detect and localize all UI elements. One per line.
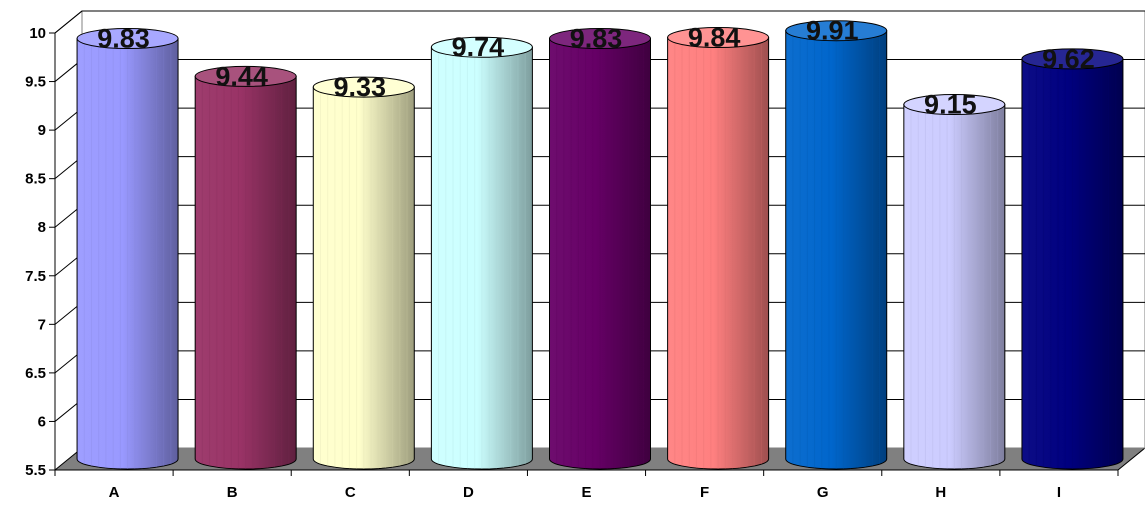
bar-body	[549, 38, 651, 470]
data-labels: 9.83 9.44 9.33 9.74 9.83 9.84 9.91 9.15 9.62	[97, 16, 1094, 120]
data-label: 9.84	[688, 23, 741, 53]
data-label: 9.91	[806, 16, 859, 46]
bar-F	[667, 27, 770, 470]
bar-top	[430, 36, 533, 58]
bar-H	[903, 94, 1006, 470]
bar-top	[194, 65, 297, 87]
bar-top	[312, 76, 415, 98]
data-label: 9.83	[570, 24, 623, 54]
x-tick-label: F	[700, 484, 709, 501]
y-tick-label: 8	[38, 219, 46, 236]
data-label: 9.62	[1042, 44, 1095, 74]
x-tick-label: H	[935, 484, 946, 501]
data-label: 9.33	[333, 72, 386, 102]
bar-top	[903, 94, 1006, 116]
bar-body	[430, 46, 533, 470]
bar-G	[785, 20, 888, 470]
y-tick-label: 7.5	[25, 268, 46, 285]
y-tick-label: 8.5	[25, 171, 46, 188]
x-axis-ticks: A B C D E F G H I	[54, 470, 1119, 501]
bar-body	[1021, 58, 1124, 470]
x-tick-label: B	[227, 484, 238, 501]
bar-E	[549, 28, 651, 470]
bars	[76, 20, 1124, 470]
data-label: 9.74	[452, 32, 505, 62]
data-label: 9.15	[924, 90, 977, 120]
bar-body	[312, 86, 415, 470]
y-tick-label: 6	[38, 413, 46, 430]
bar-body	[76, 38, 179, 470]
y-tick-label: 9.5	[25, 74, 46, 91]
y-axis-depth-line	[54, 10, 83, 34]
bar-top	[785, 20, 888, 42]
y-tick-label: 5.5	[25, 462, 46, 479]
bar-body	[194, 75, 297, 470]
bar-A	[76, 28, 179, 470]
bar-top	[76, 28, 179, 50]
x-tick-label: I	[1057, 484, 1061, 501]
data-label: 9.44	[215, 61, 268, 91]
y-tick-label: 6.5	[25, 365, 46, 382]
y-tick-label: 9	[38, 122, 46, 139]
x-tick-label: D	[463, 484, 474, 501]
bar-body	[785, 30, 888, 470]
x-tick-label: G	[817, 484, 829, 501]
bar-top	[549, 28, 651, 50]
bar-top	[667, 27, 770, 49]
bar-body	[667, 37, 770, 470]
x-tick-label: A	[109, 484, 120, 501]
y-tick-label: 10	[29, 25, 46, 42]
data-label: 9.83	[97, 24, 150, 54]
bar-C	[312, 76, 415, 470]
bar-B	[194, 65, 297, 470]
bar-top	[1021, 48, 1124, 70]
x-tick-label: E	[581, 484, 591, 501]
bar-I	[1021, 48, 1124, 470]
y-tick-label: 7	[38, 316, 46, 333]
x-tick-label: C	[345, 484, 356, 501]
bar-D	[430, 36, 533, 470]
y-axis-ticks: 5.5 6 6.5 7 7.5 8 8.5 9 9.5 10	[25, 25, 55, 479]
bar-body	[903, 104, 1006, 470]
axes	[54, 10, 1118, 471]
